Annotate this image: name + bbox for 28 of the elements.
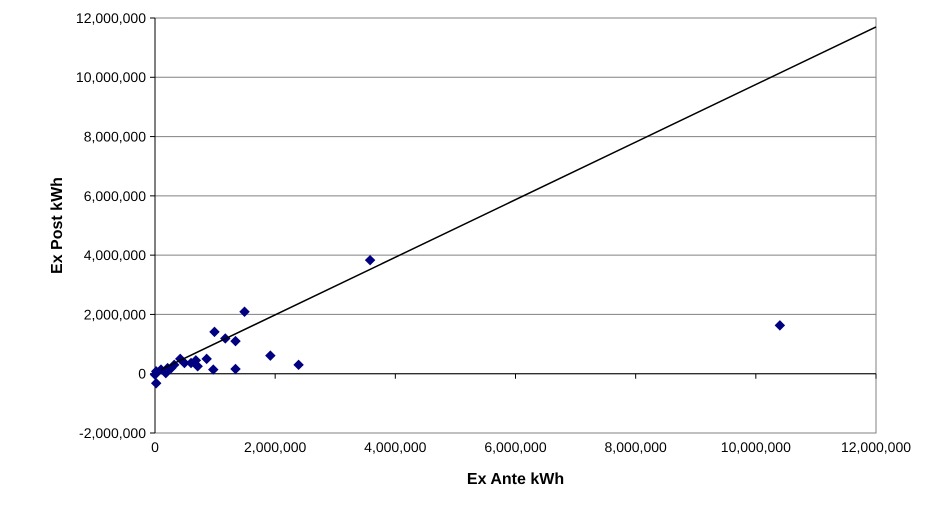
y-tick-label: 8,000,000 [84, 128, 146, 144]
y-tick-label: -2,000,000 [79, 424, 146, 441]
y-tick-label: 4,000,000 [84, 247, 146, 264]
point [208, 364, 219, 375]
point [774, 320, 786, 331]
x-tick-label: 0 [151, 438, 160, 455]
y-tick-label: 12,000,000 [76, 10, 146, 26]
y-tick-label: 2,000,000 [84, 306, 146, 322]
y-tick-label: 6,000,000 [84, 188, 146, 204]
point [239, 306, 250, 317]
y-tick-label: 10,000,000 [76, 69, 146, 86]
y-tick-label: 0 [138, 366, 146, 382]
point [230, 336, 241, 346]
y-axis-title: Ex Post kWh [49, 177, 66, 274]
x-tick-label: 12,000,000 [840, 438, 912, 455]
point [364, 254, 376, 266]
x-tick-label: 10,000,000 [720, 438, 792, 455]
point [201, 354, 212, 364]
point [230, 364, 241, 374]
x-axis-title: Ex Ante kWh [466, 471, 564, 488]
point [150, 378, 162, 388]
x-tick-label: 8,000,000 [604, 438, 668, 455]
point [265, 350, 276, 361]
point [209, 326, 220, 338]
x-tick-label: 2,000,000 [244, 438, 307, 455]
point [293, 360, 304, 370]
x-tick-label: 6,000,000 [484, 438, 547, 455]
x-tick-label: 4,000,000 [364, 438, 427, 455]
